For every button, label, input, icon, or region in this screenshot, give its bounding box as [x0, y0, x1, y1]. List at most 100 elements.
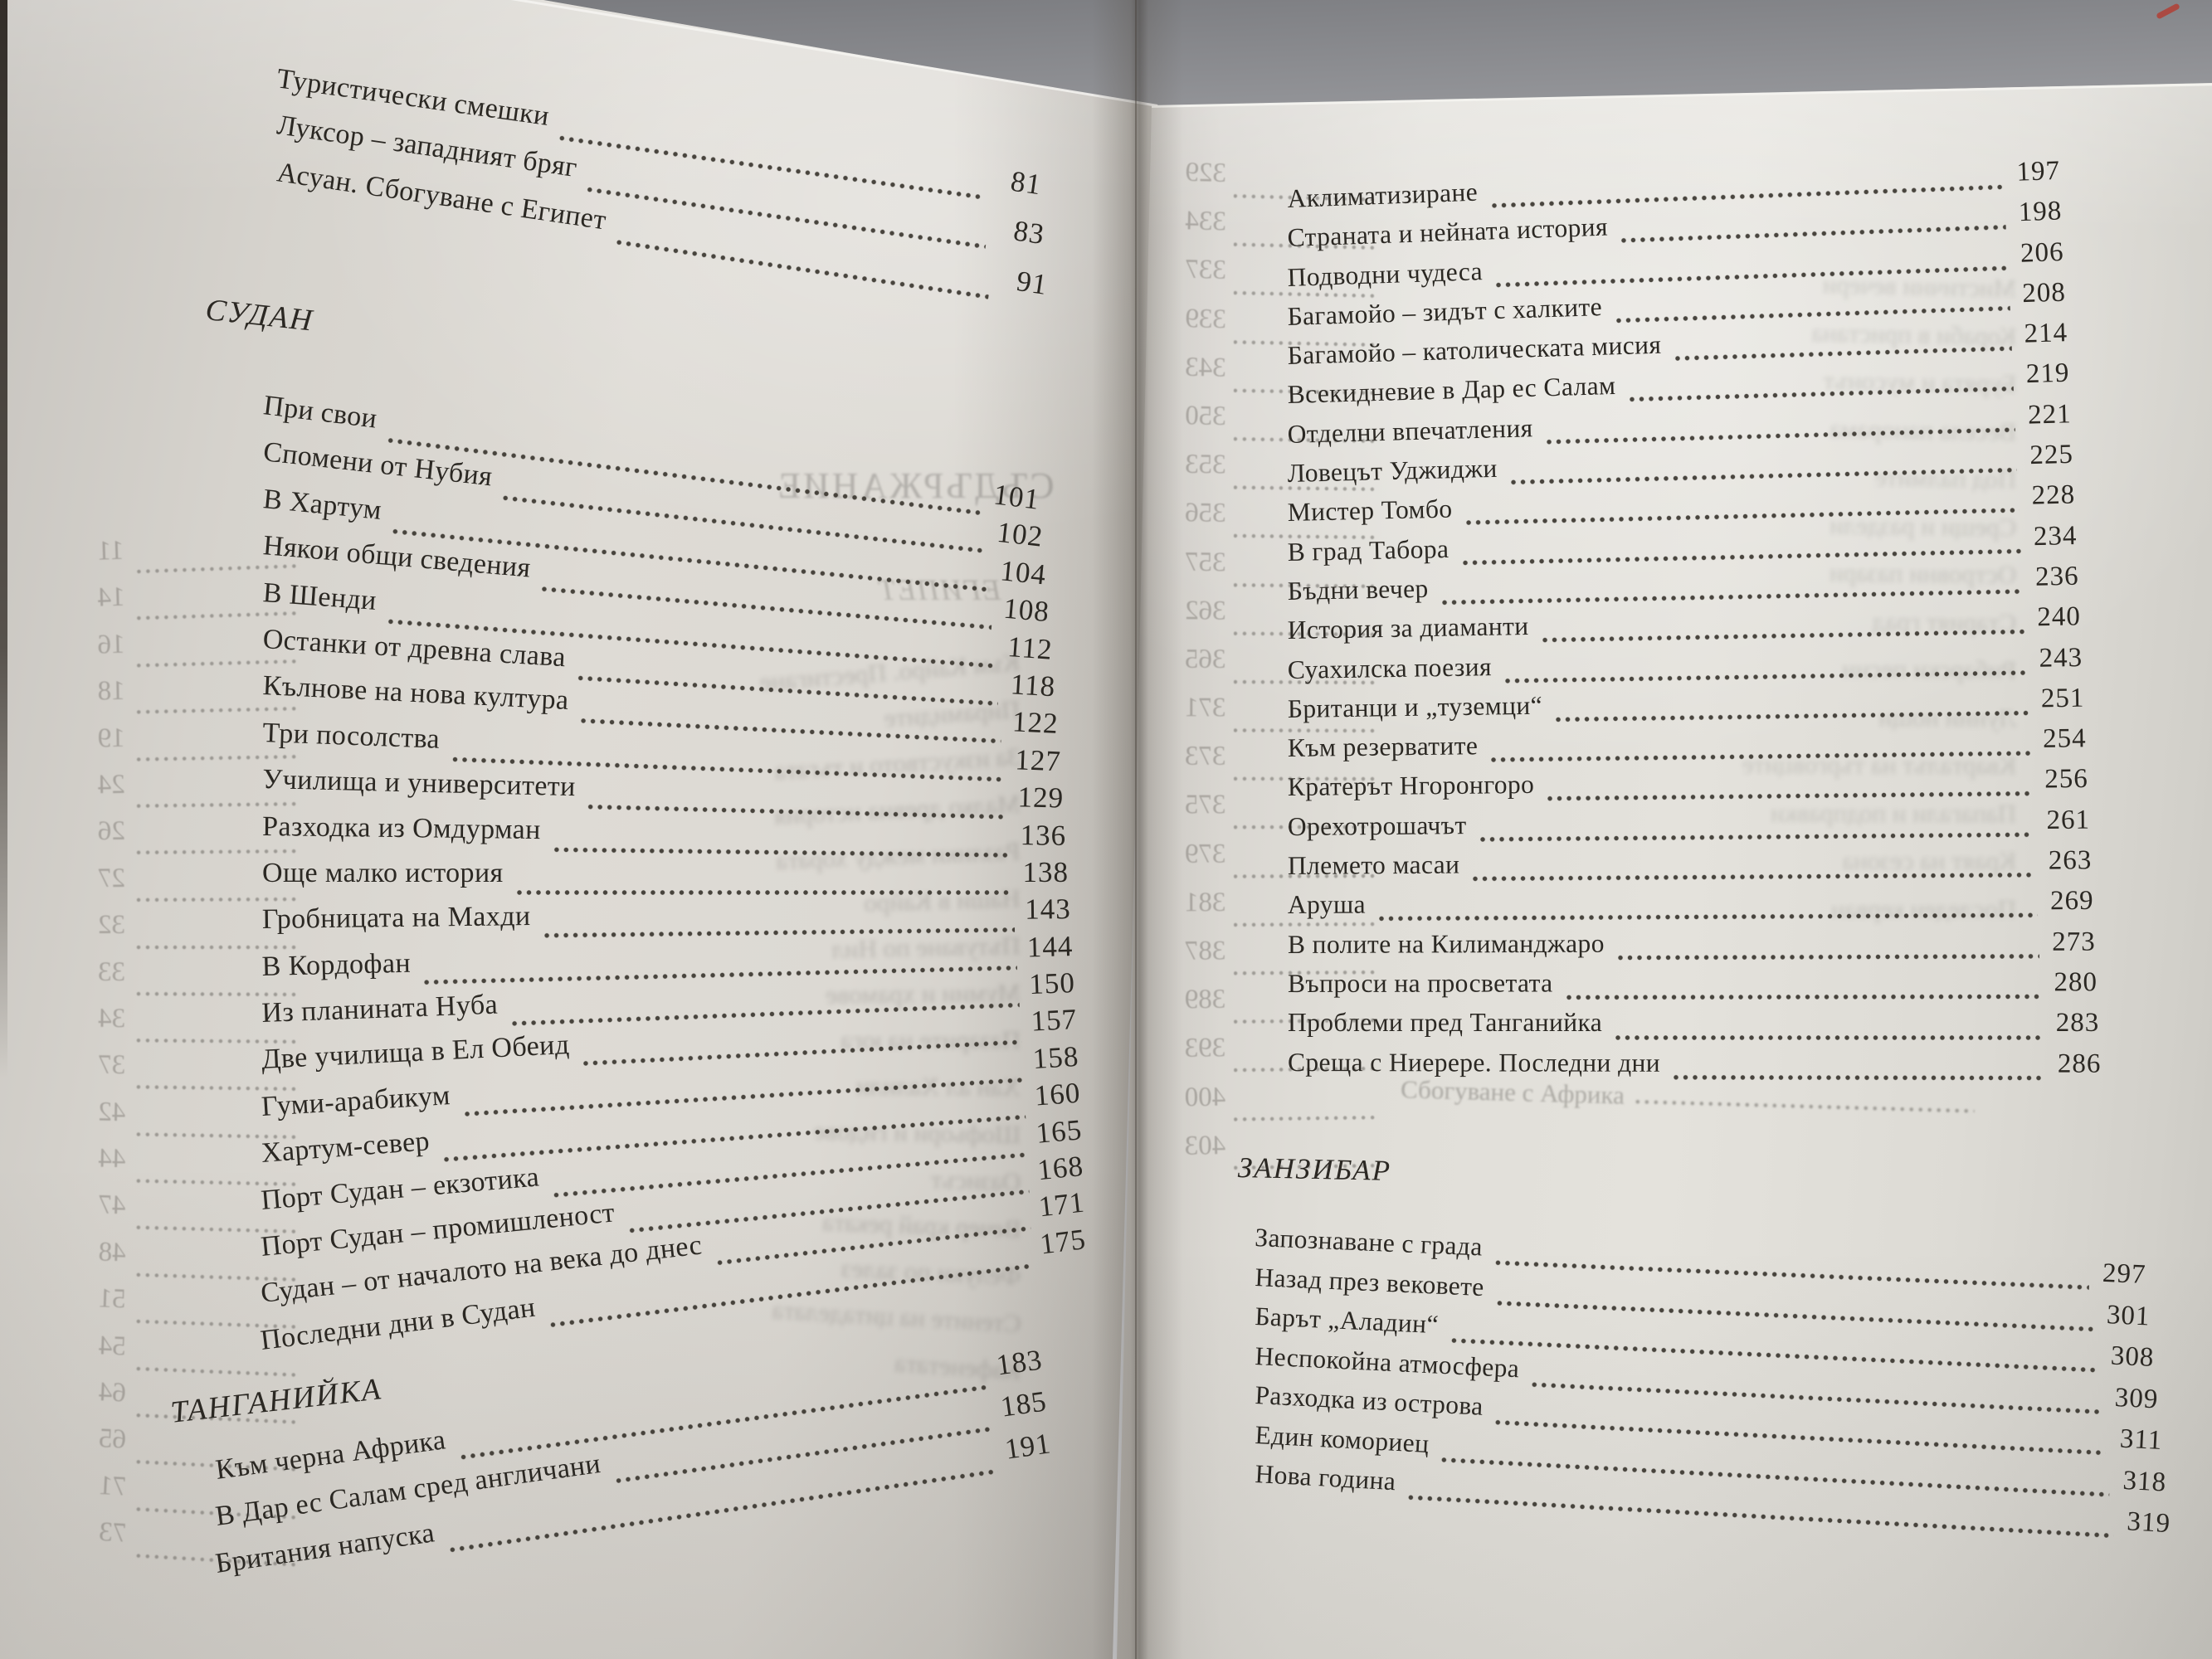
- toc-page-number: 243: [2039, 642, 2083, 674]
- dot-leader: [1627, 384, 2014, 405]
- toc-page-number: 225: [2029, 439, 2074, 471]
- toc-page-number: 108: [1001, 591, 1051, 629]
- toc-entry-title: Разходка из Омдурман: [261, 810, 541, 845]
- toc-page-number: 91: [1014, 264, 1050, 301]
- toc-entry-title: Подводни чудеса: [1287, 255, 1484, 292]
- toc-entry-title: Въпроси на просветата: [1287, 968, 1553, 998]
- toc-section-egypt: Туристически смешки 81 Луксор – западния…: [275, 61, 1054, 302]
- dot-leader: [1489, 748, 2030, 765]
- toc-entry-title: При свои: [261, 390, 379, 435]
- toc-entry-title: Ловецът Уджиджи: [1287, 453, 1498, 489]
- toc-page-number: 83: [1011, 214, 1047, 251]
- toc-page-number: 168: [1035, 1150, 1085, 1187]
- toc-page-number: 191: [1002, 1427, 1054, 1466]
- toc-page-number: 308: [2110, 1340, 2156, 1373]
- toc-row: В полите на Килиманджаро 273: [1288, 927, 2096, 969]
- toc-entry-title: Среща с Ниерере. Последни дни: [1287, 1047, 1661, 1078]
- toc-page-number: 261: [2046, 805, 2091, 835]
- dot-leader: [1478, 830, 2034, 844]
- toc-row: Кратерът Нгоронгоро 256: [1288, 764, 2088, 811]
- toc-entry-title: В град Табора: [1287, 533, 1449, 567]
- toc-section-sudan: При свои 101 Спомени от Нубия 102 В Харт…: [259, 388, 1094, 1370]
- toc-page-number: 273: [2052, 927, 2096, 957]
- bleed-dot-leader: [1234, 1113, 1376, 1124]
- toc-entry-title: Аруша: [1287, 889, 1367, 920]
- toc-page-number: 234: [2033, 520, 2078, 552]
- toc-entry-title: Орехотрошачът: [1287, 810, 1467, 841]
- toc-page-number: 136: [1020, 818, 1067, 852]
- toc-page-number: 256: [2044, 764, 2089, 795]
- toc-row: Още малко история 138: [262, 856, 1069, 902]
- toc-entry-title: Племето масаи: [1287, 849, 1460, 881]
- toc-page-number: 185: [998, 1384, 1049, 1424]
- toc-page-number: 254: [2042, 723, 2087, 755]
- toc-page-number: 283: [2055, 1008, 2100, 1039]
- toc-entry-title: Аклиматизиране: [1286, 177, 1479, 213]
- toc-page-number: 157: [1030, 1003, 1079, 1039]
- toc-entry-title: В Кордофан: [261, 947, 412, 982]
- toc-page-number: 221: [2027, 399, 2073, 431]
- dot-leader: [1615, 951, 2039, 962]
- toc-page-number: 197: [2015, 155, 2061, 187]
- toc-row: Племето масаи 263: [1288, 845, 2093, 890]
- toc-page-number: 102: [995, 516, 1045, 554]
- toc-entry-title: В полите на Килиманджаро: [1287, 928, 1605, 959]
- dot-leader: [1673, 343, 2012, 363]
- toc-entry-title: Запознаване с града: [1254, 1223, 1484, 1262]
- dot-leader: [1503, 667, 2027, 685]
- book-gutter-shadow: [1092, 0, 1183, 1659]
- toc-page-number: 183: [994, 1343, 1045, 1382]
- toc-page-number: 81: [1008, 164, 1044, 202]
- toc-page-number: 309: [2113, 1382, 2160, 1414]
- dot-leader: [1377, 910, 2038, 924]
- dot-leader: [1672, 1072, 2045, 1082]
- toc-page-number: 251: [2040, 683, 2085, 714]
- dot-leader: [1564, 991, 2042, 1002]
- toc-section-tanganyika-continued: Аклиматизиране 197 Страната и нейната ис…: [1287, 156, 2101, 1088]
- toc-page-number: 214: [2024, 318, 2068, 349]
- photo-left-edge: [0, 0, 7, 1078]
- toc-row: Среща с Ниерере. Последни дни 286: [1288, 1048, 2101, 1088]
- toc-entry-title: Училища и университети: [261, 764, 577, 803]
- toc-entry-title: Отделни впечатления: [1287, 413, 1533, 449]
- toc-page-number: 301: [2106, 1299, 2151, 1331]
- toc-page-number: 311: [2119, 1423, 2164, 1457]
- toc-page-number: 280: [2054, 967, 2098, 998]
- toc-page-number: 138: [1022, 855, 1069, 888]
- toc-page-number: 144: [1026, 929, 1074, 964]
- toc-page-number: 101: [992, 478, 1042, 516]
- toc-entry-title: Бъдни вечер: [1287, 573, 1429, 606]
- toc-page-number: 158: [1031, 1039, 1080, 1075]
- toc-page-number: 122: [1011, 705, 1060, 741]
- toc-entry-title: Мистер Томбо: [1287, 494, 1453, 528]
- toc-entry-title: Гробницата на Махди: [261, 901, 531, 936]
- toc-page-number: 208: [2021, 277, 2067, 309]
- toc-page-number: 263: [2048, 845, 2093, 876]
- section-header-zanzibar: ЗАНЗИБАР: [1237, 1151, 1392, 1187]
- bleed-number: 400: [1185, 1080, 1385, 1131]
- toc-entry-title: Из планината Нуба: [261, 989, 499, 1029]
- left-page: [0, 0, 1155, 1659]
- toc-entry-title: Три посолства: [261, 717, 441, 755]
- toc-section-tanganyika: Към черна Африка 183 В Дар ес Салам сред…: [213, 1343, 1061, 1593]
- toc-page-number: 236: [2034, 561, 2079, 592]
- toc-page-number: 129: [1017, 781, 1065, 815]
- toc-page-number: 160: [1033, 1076, 1082, 1112]
- toc-page-number: 165: [1035, 1112, 1084, 1150]
- toc-page-number: 150: [1028, 966, 1076, 1001]
- toc-page-number: 319: [2126, 1506, 2171, 1540]
- dot-leader: [1540, 627, 2025, 645]
- dot-leader: [1614, 1032, 2044, 1042]
- toc-entry-title: Британци и „туземци“: [1287, 690, 1543, 723]
- toc-page-number: 318: [2122, 1465, 2168, 1498]
- toc-entry-title: Суахилска поезия: [1287, 651, 1493, 684]
- toc-section-zanzibar: Запознаване с града 297 Назад през веков…: [1254, 1223, 2171, 1540]
- toc-page-number: 143: [1025, 893, 1071, 927]
- toc-page-number: 228: [2031, 479, 2076, 512]
- toc-page-number: 297: [2102, 1258, 2147, 1291]
- toc-entry-title: История за диаманти: [1287, 611, 1529, 645]
- toc-page-number: 219: [2025, 358, 2070, 390]
- toc-page-number: 118: [1009, 668, 1057, 703]
- toc-page-number: 127: [1014, 743, 1062, 778]
